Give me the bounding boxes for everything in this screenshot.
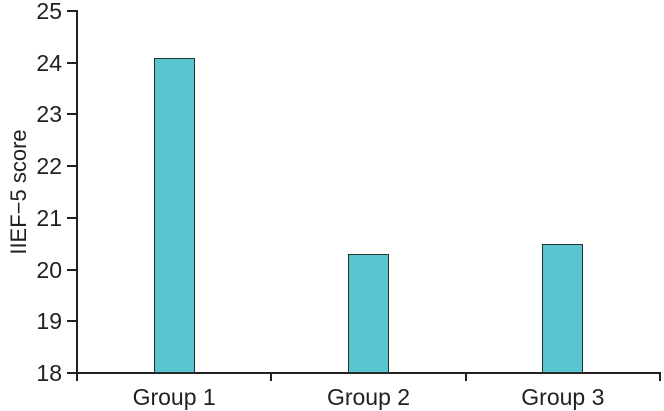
x-category-label: Group 2 <box>326 384 411 410</box>
y-tick <box>67 165 77 168</box>
x-tick <box>76 374 78 381</box>
y-axis-line <box>76 10 78 374</box>
y-tick-label: 19 <box>36 308 62 335</box>
y-tick <box>67 10 77 12</box>
y-tick-label: 25 <box>36 0 62 24</box>
y-tick-label: 21 <box>36 204 62 231</box>
y-tick-label: 24 <box>36 49 62 76</box>
x-tick <box>464 374 467 381</box>
y-tick-label: 23 <box>36 101 62 128</box>
y-tick <box>67 268 77 271</box>
bar <box>348 254 389 373</box>
x-tick <box>659 374 661 381</box>
y-tick-label: 20 <box>36 256 62 283</box>
y-tick <box>67 216 77 219</box>
y-tick <box>67 61 77 64</box>
x-tick <box>270 374 273 381</box>
y-tick <box>67 372 77 374</box>
x-axis-line <box>76 372 661 374</box>
y-tick-label: 22 <box>36 153 62 180</box>
y-tick-label: 18 <box>36 360 62 386</box>
bar <box>542 243 584 373</box>
y-tick <box>67 320 77 323</box>
x-category-label: Group 3 <box>521 384 605 410</box>
x-category-label: Group 1 <box>132 384 216 410</box>
y-tick <box>67 113 77 116</box>
bar <box>153 57 195 373</box>
